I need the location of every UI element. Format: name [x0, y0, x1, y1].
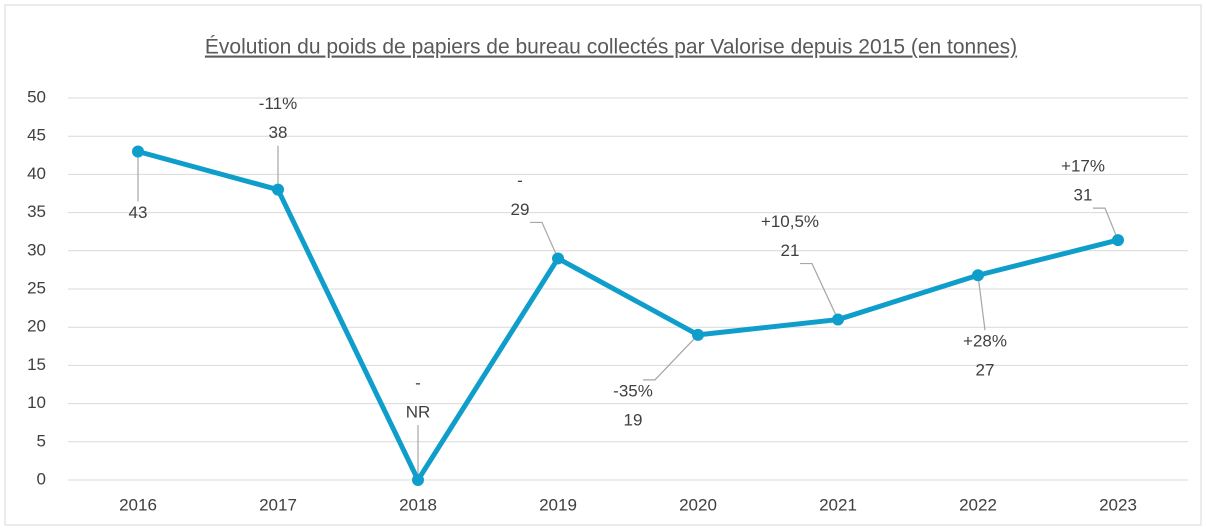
x-tick-label: 2022 [959, 495, 997, 514]
y-tick-label: 25 [27, 278, 46, 297]
x-tick-label: 2021 [819, 495, 857, 514]
y-tick-label: 10 [27, 393, 46, 412]
data-label: NR [406, 402, 431, 421]
y-tick-label: 50 [27, 87, 46, 106]
data-label: 38 [269, 123, 288, 142]
data-label: 21 [781, 241, 800, 260]
change-label: +17% [1061, 157, 1105, 176]
y-tick-label: 30 [27, 240, 46, 259]
line [137, 149, 1119, 483]
x-tick-label: 2020 [679, 495, 717, 514]
change-label: +28% [963, 332, 1007, 351]
point [972, 269, 984, 282]
point [412, 474, 424, 486]
x-tick-label: 2016 [119, 495, 157, 514]
change-label: - [517, 171, 523, 190]
y-tick-label: 35 [27, 202, 46, 221]
point [1112, 234, 1124, 247]
y-tick-label: 15 [27, 355, 46, 374]
y-tick-label: 5 [37, 431, 46, 450]
chart-border [4, 4, 1202, 526]
point [132, 145, 144, 158]
leader-line [530, 221, 559, 259]
point [692, 328, 704, 341]
data-label: 27 [976, 361, 995, 380]
change-label: - [415, 373, 421, 392]
change-label: +10,5% [761, 212, 819, 231]
x-tick-label: 2018 [399, 495, 437, 514]
x-tick-label: 2017 [259, 495, 297, 514]
y-tick-label: 45 [27, 126, 46, 145]
data-label: 19 [624, 410, 643, 429]
point [272, 183, 284, 196]
change-label: -11% [259, 94, 297, 113]
data-label: 43 [129, 203, 148, 222]
data-label: 31 [1074, 186, 1093, 205]
y-tick-label: 20 [27, 317, 46, 336]
leader-line [800, 262, 839, 320]
x-tick-label: 2019 [539, 495, 577, 514]
change-label: -35% [613, 381, 653, 400]
point [832, 313, 844, 326]
x-tick-label: 2023 [1099, 495, 1137, 514]
point [552, 252, 564, 265]
leader-line [643, 334, 699, 381]
chart-title: Évolution du poids de papiers de bureau … [205, 36, 1017, 59]
leader-line [1093, 207, 1119, 241]
leader-line [977, 275, 986, 331]
y-tick-label: 40 [27, 164, 46, 183]
y-tick-label: 0 [37, 469, 46, 488]
data-label: 29 [511, 200, 530, 219]
